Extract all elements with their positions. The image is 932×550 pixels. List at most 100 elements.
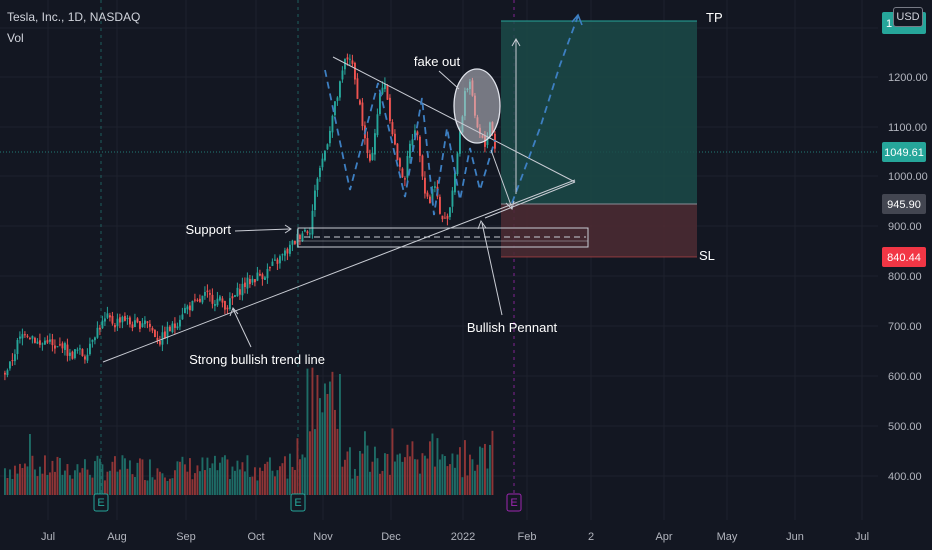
volume-bar	[104, 480, 106, 495]
volume-bar	[404, 457, 406, 495]
candle-body	[96, 327, 99, 338]
candle-body	[446, 215, 449, 219]
candle-body	[69, 352, 71, 356]
time-tick: Jul	[855, 531, 869, 543]
volume-bar	[264, 463, 266, 495]
earnings-marker	[506, 493, 522, 512]
candle-body	[191, 300, 194, 311]
volume-bar	[19, 463, 21, 495]
candle-body	[104, 318, 106, 322]
candle-body	[334, 101, 336, 116]
volume-bar	[329, 381, 331, 495]
candle-body	[391, 122, 394, 135]
candle-body	[234, 295, 236, 297]
volume-bar	[221, 457, 224, 495]
pennant-lower-line	[484, 181, 576, 219]
volume-bar	[479, 446, 481, 495]
volume-bar	[434, 466, 436, 495]
volume-bar	[399, 453, 401, 495]
chart-grid	[0, 0, 878, 520]
candle-body	[74, 349, 76, 359]
volume-bar	[101, 464, 104, 495]
volume-bar	[139, 458, 141, 495]
candle-body	[416, 131, 419, 135]
candle-body	[91, 339, 94, 342]
top-price-label-fragment: 1	[886, 18, 892, 30]
candle-body	[431, 189, 434, 203]
candle-body	[331, 115, 334, 133]
candle-body	[279, 256, 281, 264]
volume-bar	[491, 430, 494, 495]
time-tick: 2022	[451, 531, 475, 543]
volume-bar	[74, 470, 76, 495]
time-tick: Jul	[41, 531, 55, 543]
time-axis: Jul Aug Sep Oct Nov Dec 2022 Feb 2 Apr May Jun Jul	[41, 531, 869, 543]
volume-bar	[199, 471, 201, 495]
candle-body	[351, 60, 354, 64]
candle-body	[269, 267, 271, 269]
volume-bar	[91, 477, 94, 495]
candle-body	[36, 341, 39, 344]
candle-body	[199, 298, 201, 302]
volume-bar	[464, 440, 466, 495]
candle-body	[451, 190, 454, 207]
volume-bar	[14, 465, 16, 495]
volume-bar	[301, 454, 304, 495]
candle-body	[394, 133, 396, 145]
candle-body	[444, 217, 446, 219]
volume-bar	[271, 470, 274, 495]
volume-bar	[46, 474, 49, 495]
annotation-label: fake out	[414, 54, 461, 69]
candle-body	[174, 323, 176, 328]
candle-body	[46, 340, 49, 343]
volume-bar	[119, 469, 121, 495]
candle-body	[179, 319, 181, 327]
annotation-label: Support	[185, 222, 231, 237]
volume-bar	[214, 455, 216, 495]
volume-bar	[421, 453, 424, 495]
volume-bar	[476, 464, 479, 495]
price-axis: 1200.00 1100.00 1000.00 900.00 800.00 700.00 6…	[879, 0, 932, 550]
time-tick: Feb	[518, 531, 537, 543]
candle-body	[406, 155, 409, 178]
volume-bar	[384, 453, 386, 495]
candle-body	[94, 337, 96, 341]
candle-body	[129, 317, 131, 325]
candle-body	[124, 316, 126, 321]
candle-body	[299, 234, 301, 240]
volume-bar	[51, 460, 54, 495]
candle-body	[16, 340, 19, 354]
volume-bars	[4, 367, 494, 495]
volume-bar	[454, 467, 456, 495]
volume-bar	[344, 459, 346, 495]
volume-legend: Vol	[7, 31, 24, 45]
candle-body	[349, 58, 351, 60]
trade-zones	[501, 20, 697, 258]
currency-button[interactable]: USD	[893, 7, 923, 27]
candle-body	[154, 330, 156, 338]
candle-body	[171, 323, 174, 333]
volume-bar	[164, 477, 166, 495]
candle-body	[291, 240, 294, 245]
candle-body	[54, 345, 56, 349]
candle-body	[411, 139, 414, 146]
candle-body	[211, 294, 214, 304]
volume-bar	[231, 466, 234, 495]
volume-bar	[291, 466, 294, 495]
candle-body	[89, 343, 91, 355]
candle-body	[4, 372, 6, 375]
candle-body	[221, 298, 224, 303]
volume-bar	[179, 461, 181, 495]
candle-body	[31, 336, 34, 339]
pennant-pointer	[481, 222, 503, 316]
volume-bar	[356, 475, 359, 495]
volume-bar	[149, 459, 151, 495]
volume-bar	[389, 474, 391, 495]
volume-bar	[249, 476, 251, 495]
candle-body	[6, 370, 9, 376]
candle-body	[386, 85, 389, 100]
candle-body	[236, 287, 239, 297]
volume-bar	[314, 429, 316, 495]
volume-bar	[449, 464, 451, 495]
